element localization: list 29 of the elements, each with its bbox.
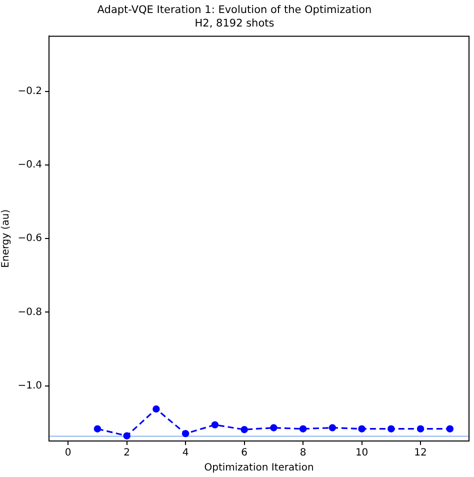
y-tick-label: −0.4	[18, 160, 42, 171]
y-tick-label: −0.6	[18, 233, 42, 244]
x-tick-label: 4	[182, 448, 189, 459]
point	[270, 424, 278, 432]
x-axis-title: Optimization Iteration	[204, 462, 314, 474]
x-tick-label: 2	[124, 448, 130, 459]
x-tick-label: 8	[300, 448, 306, 459]
point	[299, 425, 307, 432]
point	[416, 425, 424, 432]
point	[446, 425, 454, 432]
point	[358, 425, 366, 432]
y-tick-label: −1.0	[18, 380, 42, 392]
chart-title: Adapt-VQE Iteration 1: Evolution of the Optimization	[97, 4, 372, 16]
x-tick-label: 0	[64, 448, 72, 459]
point	[328, 424, 336, 432]
x-tick-label: 6	[241, 448, 248, 459]
y-axis-title: Energy (au)	[0, 209, 12, 268]
chart-subtitle: H2, 8192 shots	[194, 18, 274, 30]
point	[182, 430, 190, 438]
x-tick-label: 12	[414, 448, 427, 459]
point	[94, 425, 102, 432]
point	[123, 432, 130, 440]
y-tick-label: −0.2	[18, 86, 42, 97]
point	[240, 426, 248, 434]
point	[152, 405, 160, 413]
y-tick-label: −0.8	[18, 306, 42, 318]
point	[211, 421, 219, 428]
x-tick-label: 10	[355, 448, 368, 459]
point	[388, 425, 395, 432]
